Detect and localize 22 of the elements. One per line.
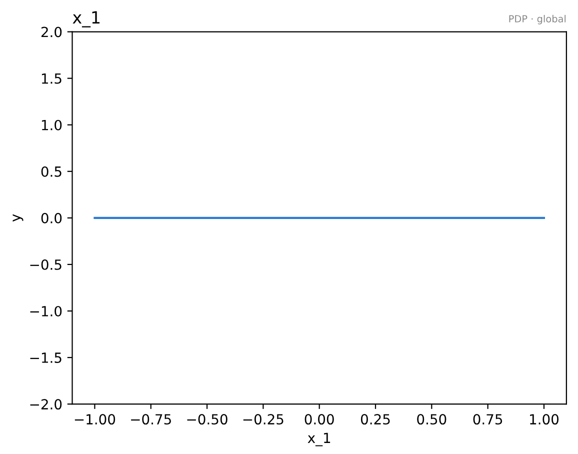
y-tick-label: 2.0 — [41, 26, 62, 38]
x-tick-label: −0.75 — [131, 414, 171, 425]
y-tick-label: −1.5 — [30, 352, 62, 363]
x-tick-label: −0.25 — [243, 414, 284, 425]
chart-title: x_1 — [72, 11, 100, 28]
x-tick-label: 1.00 — [530, 414, 559, 425]
x-tick-label: 0.25 — [360, 414, 390, 425]
x-axis-title: x_1 — [308, 432, 330, 446]
y-tick-label: 0.0 — [41, 212, 62, 224]
y-tick-label: 0.5 — [41, 166, 62, 177]
y-tick-label: −2.0 — [30, 399, 62, 410]
y-tick-label: 1.0 — [42, 120, 62, 130]
x-tick-label: 0.00 — [304, 414, 334, 425]
y-tick-label: 1.5 — [42, 73, 62, 84]
x-tick-label: −0.50 — [187, 414, 228, 425]
y-tick-label: −0.5 — [30, 259, 62, 270]
y-tick-label: −1.0 — [30, 306, 62, 316]
x-tick-label: 0.75 — [473, 414, 502, 425]
y-axis-title: y — [12, 214, 24, 222]
text: PDP · global — [509, 14, 566, 24]
x-tick-label: −1.00 — [74, 414, 116, 425]
x-tick-label: 0.50 — [417, 414, 446, 425]
